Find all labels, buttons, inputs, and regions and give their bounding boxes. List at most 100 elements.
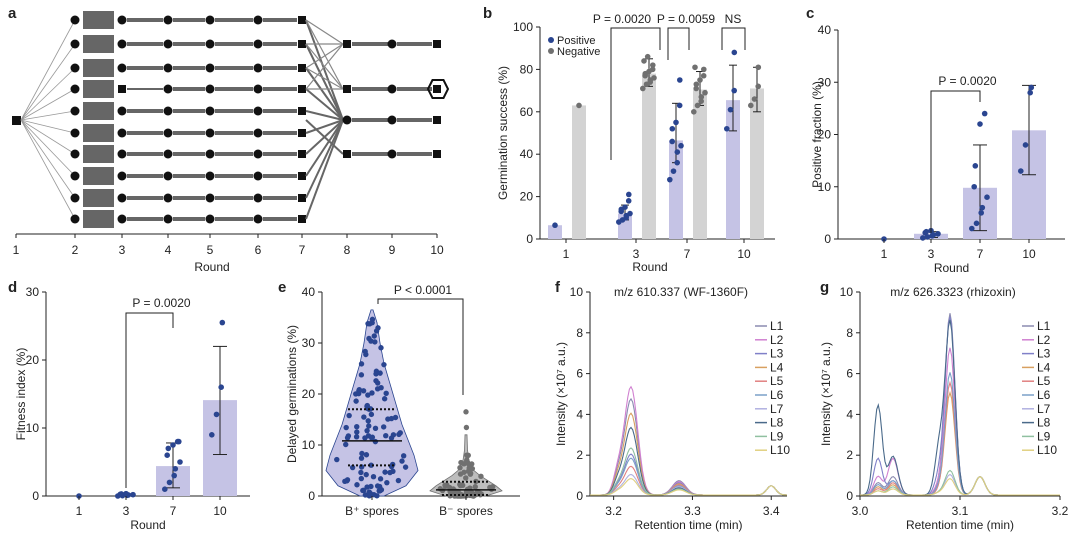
node-square (298, 194, 306, 202)
data-point-b-plus (363, 452, 370, 458)
x-tick-label: 6 (255, 243, 262, 257)
branch-line (20, 19, 76, 121)
node-circle (253, 149, 263, 159)
branch-line (20, 119, 76, 199)
x-tick-label: 7 (299, 243, 306, 257)
x-tick-label: 3.4 (763, 504, 780, 518)
data-point-b-plus (360, 388, 367, 394)
significance-label: P < 0.0001 (394, 283, 452, 297)
significance-bracket (377, 298, 464, 395)
data-point-positive (731, 49, 738, 56)
data-point-b-plus (371, 333, 377, 339)
branch-line (20, 119, 76, 134)
x-axis-label: Round (130, 518, 165, 532)
selection-line (305, 19, 344, 45)
y-tick-label: 10 (818, 180, 832, 194)
data-point (972, 163, 979, 169)
y-tick-label: 10 (26, 421, 40, 435)
node-circle (205, 214, 215, 224)
data-point-negative (644, 53, 651, 60)
data-point-positive (667, 176, 673, 183)
data-point-b-plus (358, 372, 365, 378)
node-square (298, 129, 306, 137)
x-tick-label: 3.2 (605, 504, 622, 518)
data-point-b-plus (372, 425, 379, 431)
data-point-negative (702, 89, 708, 96)
x-tick-label: 10 (430, 243, 444, 257)
data-point (920, 235, 926, 241)
data-point-b-plus (363, 471, 369, 478)
data-point-b-plus (354, 429, 360, 435)
trace-l8 (859, 319, 1060, 496)
legend-label: L1 (1037, 319, 1051, 333)
x-tick-label: 8 (344, 243, 351, 257)
data-point-positive (622, 204, 628, 210)
x-axis-label: Retention time (min) (634, 518, 742, 532)
node-circle (205, 63, 215, 73)
y-tick-label: 0 (846, 489, 853, 503)
data-point-b-minus (472, 484, 478, 490)
data-point-b-plus (395, 477, 402, 484)
node-square (298, 150, 306, 158)
data-point-b-plus (384, 479, 390, 486)
data-point-b-plus (402, 464, 409, 470)
data-point-negative (693, 85, 699, 92)
data-point-b-plus (369, 390, 375, 396)
node-circle (70, 106, 80, 116)
data-point-b-plus (373, 328, 380, 334)
y-tick-label: 0 (824, 232, 831, 246)
data-point-b-minus (463, 475, 469, 481)
population-block (83, 210, 114, 228)
data-point-positive (727, 106, 734, 113)
legend-label: L3 (1037, 347, 1051, 361)
selection-line (305, 43, 344, 90)
data-point (165, 445, 172, 452)
data-point (176, 438, 182, 445)
data-point-negative (641, 58, 647, 64)
data-point-b-plus (353, 398, 359, 404)
legend-label: L9 (770, 429, 784, 443)
legend-label: L7 (1037, 402, 1051, 416)
node-circle (163, 149, 173, 159)
data-point-b-plus (365, 418, 371, 424)
selection-line (305, 119, 344, 155)
x-tick-label: 3 (123, 504, 130, 518)
y-axis-label: Fitness index (%) (14, 348, 28, 441)
data-point-b-plus (383, 390, 389, 397)
node-circle (163, 214, 173, 224)
data-point-b-plus (390, 432, 397, 438)
legend-label: L2 (770, 333, 784, 347)
data-point-negative (748, 102, 754, 109)
x-tick-label: 1 (881, 247, 888, 261)
node-square (433, 150, 441, 158)
data-point-negative (697, 77, 703, 83)
node-circle (117, 128, 127, 138)
population-block (83, 35, 114, 53)
significance-label: P = 0.0020 (593, 12, 651, 26)
data-point-negative (649, 66, 656, 73)
x-axis-label: Round (934, 261, 969, 275)
data-point-b-plus (373, 378, 379, 384)
x-tick-label: 3.1 (952, 504, 969, 518)
x-tick-label: 4 (165, 243, 172, 257)
data-point-b-plus (378, 384, 384, 391)
node-circle (163, 39, 173, 49)
node-circle (70, 193, 80, 203)
data-point-negative (693, 81, 700, 88)
x-tick-label: 7 (170, 504, 177, 518)
node-circle (342, 115, 352, 125)
legend-label: L5 (770, 374, 784, 388)
data-point-negative (698, 98, 704, 104)
data-point-b-plus (343, 441, 349, 448)
panel-a-diagram (12, 11, 450, 238)
data-point-negative (691, 109, 697, 115)
bar-negative-7 (693, 89, 707, 239)
data-point-b-plus (356, 386, 362, 393)
data-point-b-plus (378, 345, 384, 351)
panel-label-e: e (278, 279, 286, 296)
data-point-positive (627, 210, 633, 217)
data-point-negative (751, 96, 758, 102)
node-square (298, 172, 306, 180)
data-point-b-minus (461, 461, 467, 467)
x-tick-label: 1 (76, 504, 83, 518)
